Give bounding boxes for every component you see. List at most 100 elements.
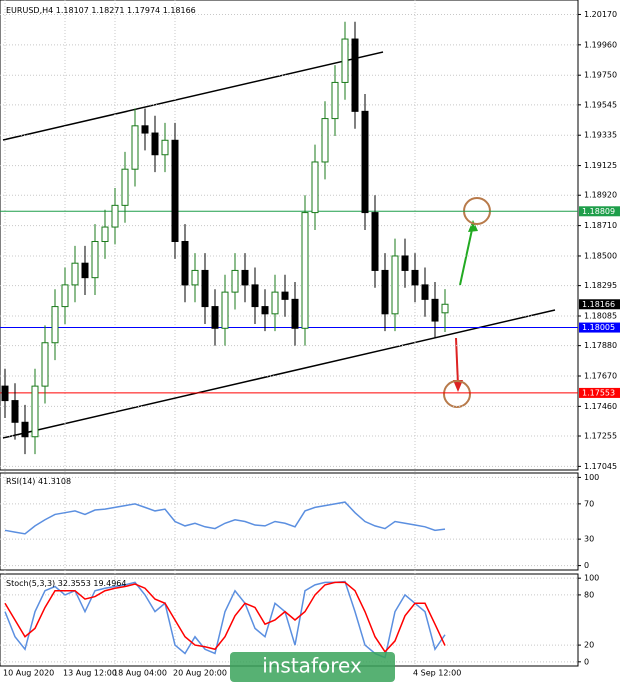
- y-tick-label: 1.18920: [584, 191, 617, 200]
- y-tick-label: 0: [584, 561, 589, 570]
- y-tick-label: 1.19545: [584, 100, 617, 109]
- y-tick-label: 1.18085: [584, 311, 617, 320]
- candle-body: [171, 139, 179, 243]
- y-tick-label: 30: [584, 535, 594, 544]
- candle-body: [411, 269, 419, 286]
- stoch-line: [4, 580, 446, 659]
- level-label: 1.17553: [582, 388, 615, 397]
- header: EURUSD,H4 1.18107 1.18271 1.17974 1.1816…: [6, 6, 196, 15]
- y-tick-label: 1.18710: [584, 221, 617, 230]
- level-tag: [579, 322, 620, 333]
- y-tick-label: 1.18295: [584, 281, 617, 290]
- candle-body: [21, 421, 29, 438]
- candle-body: [361, 110, 369, 214]
- arrow-down: [455, 337, 459, 386]
- candle-body: [231, 269, 239, 293]
- candle-body: [421, 284, 429, 300]
- y-tick-label: 1.17460: [584, 402, 617, 411]
- watermark: instaforex: [262, 654, 362, 678]
- y-tick-label: 20: [584, 641, 594, 650]
- candle-body: [71, 262, 79, 286]
- y-tick-label: 1.19125: [584, 161, 617, 170]
- level-tag: [579, 206, 620, 217]
- level-tag: [579, 387, 620, 398]
- candle-body: [321, 118, 329, 163]
- candle-body: [311, 161, 319, 214]
- candle-body: [111, 204, 119, 228]
- y-tick-label: 1.17255: [584, 432, 617, 441]
- candle-body: [251, 284, 259, 308]
- level-label: 1.18005: [582, 323, 615, 332]
- y-tick-label: 0: [584, 657, 589, 666]
- candle-body: [81, 262, 89, 279]
- candle-body: [341, 38, 349, 83]
- stoch-line: [4, 581, 446, 653]
- candle-body: [381, 269, 389, 315]
- x-tick-label: 20 Aug 20:00: [173, 669, 227, 678]
- rsi-line: [4, 501, 446, 535]
- candle-body: [351, 38, 359, 112]
- candle-body: [181, 241, 189, 286]
- candle-body: [11, 400, 19, 423]
- candle-body: [191, 269, 199, 286]
- y-tick-label: 1.18500: [584, 251, 617, 260]
- candle-body: [161, 139, 169, 156]
- candle-body: [261, 306, 269, 315]
- candle-body: [371, 212, 379, 271]
- arrow-head: [468, 220, 478, 232]
- y-tick-label: 1.20170: [584, 10, 617, 19]
- arrow-up: [459, 224, 474, 286]
- y-tick-label: 1.19335: [584, 131, 617, 140]
- watermark-box: [230, 652, 395, 682]
- channel-line: [2, 51, 384, 141]
- candle-body: [51, 306, 59, 344]
- candle-body: [211, 306, 219, 329]
- y-tick-label: 100: [584, 473, 599, 482]
- candle-body: [401, 255, 409, 271]
- y-tick-label: 80: [584, 590, 594, 599]
- candle-body: [331, 81, 339, 120]
- candle-body: [301, 212, 309, 329]
- main-panel: [0, 0, 579, 471]
- level-label: 1.18809: [582, 207, 615, 216]
- y-tick-label: 1.17880: [584, 341, 617, 350]
- y-tick-label: 70: [584, 499, 594, 508]
- y-tick-label: 100: [584, 574, 599, 583]
- candle-body: [91, 241, 99, 279]
- candle-body: [41, 342, 49, 387]
- candle-body: [1, 385, 9, 402]
- level-label: 1.18166: [582, 300, 615, 309]
- rsi-label: RSI(14) 41.3108: [6, 477, 71, 486]
- arrow-head: [453, 380, 463, 392]
- candle-body: [31, 385, 39, 438]
- candle-body: [221, 291, 229, 329]
- stoch-label: Stoch(5,3,3) 32.3553 19.4964: [6, 579, 126, 588]
- candle-body: [201, 269, 209, 308]
- y-tick-label: 1.19960: [584, 40, 617, 49]
- y-tick-label: 1.19750: [584, 71, 617, 80]
- candle-body: [101, 226, 109, 243]
- rsi-panel: [0, 472, 579, 571]
- x-tick-label: 18 Aug 04:00: [113, 669, 167, 678]
- candle-body: [431, 298, 439, 322]
- candle-body: [61, 284, 69, 308]
- candle-body: [141, 125, 149, 134]
- target-circle: [443, 380, 471, 408]
- level-tag: [579, 299, 620, 310]
- candle-body: [391, 255, 399, 315]
- candle-body: [291, 298, 299, 329]
- x-tick-label: 4 Sep 12:00: [413, 669, 461, 678]
- y-tick-label: 1.17670: [584, 372, 617, 381]
- x-tick-label: 10 Aug 2020: [3, 669, 54, 678]
- y-tick-label: 1.17045: [584, 462, 617, 471]
- candle-body: [121, 168, 129, 206]
- x-tick-label: 13 Aug 12:00: [63, 669, 117, 678]
- candle-body: [241, 269, 249, 286]
- channel-line: [2, 309, 556, 439]
- candle-body: [441, 303, 449, 314]
- candle-body: [281, 291, 289, 300]
- candle-body: [151, 132, 159, 156]
- candle-body: [271, 291, 279, 315]
- candle-body: [131, 125, 139, 170]
